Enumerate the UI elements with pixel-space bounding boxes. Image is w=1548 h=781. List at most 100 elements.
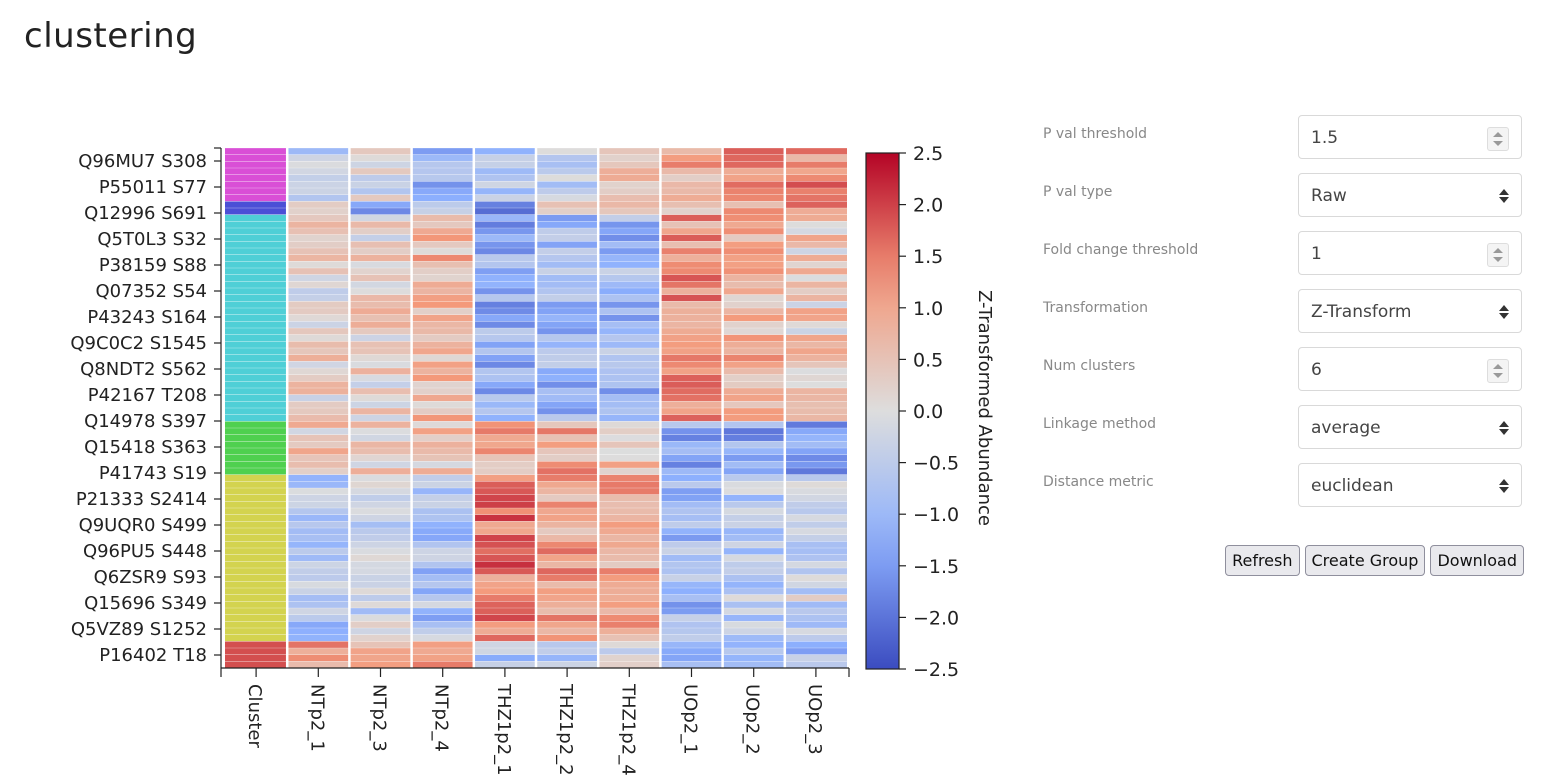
heatmap-cell	[722, 428, 785, 435]
heatmap-cell	[784, 321, 847, 328]
heatmap-cell	[722, 661, 785, 668]
heatmap-cell	[349, 501, 412, 508]
heatmap-cell	[287, 514, 350, 522]
distance-metric-select[interactable]: euclidean	[1298, 463, 1522, 507]
heatmap-cell	[473, 628, 536, 635]
heatmap-cell	[722, 161, 785, 168]
heatmap-cell	[536, 408, 599, 415]
heatmap-cell	[536, 654, 599, 662]
heatmap-cell	[536, 568, 599, 575]
heatmap-cell	[660, 301, 723, 308]
heatmap-cell	[349, 281, 412, 288]
heatmap-cell	[598, 228, 661, 235]
cluster-cell	[225, 468, 288, 475]
heatmap-cell	[287, 608, 350, 615]
heatmap-cell	[598, 388, 661, 395]
heatmap-cell	[349, 634, 412, 642]
heatmap-cell	[536, 614, 599, 622]
heatmap-cell	[784, 641, 847, 648]
heatmap-cell	[722, 334, 785, 342]
heatmap-cell	[349, 594, 412, 602]
num-clusters-input[interactable]: 6	[1298, 347, 1522, 391]
heatmap-cell	[287, 381, 350, 388]
heatmap-cell	[473, 454, 536, 462]
heatmap-cell	[784, 594, 847, 602]
cluster-cell	[225, 661, 288, 668]
heatmap-cell	[287, 308, 350, 315]
heatmap-cell	[722, 281, 785, 288]
heatmap-cell	[287, 621, 350, 628]
heatmap-cell	[473, 354, 536, 362]
distance-metric-value: euclidean	[1311, 476, 1394, 496]
heatmap-cell	[411, 168, 474, 175]
heatmap-cell	[349, 628, 412, 635]
heatmap-cell	[660, 514, 723, 522]
heatmap-cell	[722, 534, 785, 542]
heatmap-cell	[287, 554, 350, 562]
p-val-threshold-input[interactable]: 1.5	[1298, 115, 1522, 159]
heatmap-cell	[473, 481, 536, 488]
heatmap-cell	[784, 534, 847, 542]
heatmap-cell	[598, 241, 661, 248]
heatmap-cell	[598, 201, 661, 208]
heatmap-cell	[598, 188, 661, 195]
heatmap-cell	[411, 221, 474, 228]
heatmap-cell	[784, 241, 847, 248]
heatmap-cell	[473, 494, 536, 502]
heatmap-cell	[536, 621, 599, 628]
heatmap-cell	[536, 194, 599, 202]
heatmap-cell	[784, 601, 847, 608]
fold-change-threshold-stepper-icon[interactable]	[1487, 243, 1509, 267]
heatmap-cell	[784, 334, 847, 342]
heatmap-cell	[722, 654, 785, 662]
fold-change-threshold-input[interactable]: 1	[1298, 231, 1522, 275]
heatmap-cell	[349, 174, 412, 182]
heatmap-cell	[784, 294, 847, 302]
heatmap-cell	[349, 508, 412, 515]
heatmap-cell	[473, 401, 536, 408]
heatmap-cell	[349, 408, 412, 415]
heatmap-cell	[660, 221, 723, 228]
heatmap-cell	[536, 221, 599, 228]
heatmap-cell	[722, 228, 785, 235]
create-group-button[interactable]: Create Group	[1304, 545, 1426, 576]
download-button[interactable]: Download	[1430, 545, 1524, 576]
heatmap-cell	[660, 308, 723, 315]
heatmap-cell	[660, 661, 723, 668]
linkage-method-select[interactable]: average	[1298, 405, 1522, 449]
heatmap-cell	[287, 174, 350, 182]
heatmap-cell	[349, 561, 412, 568]
action-buttons: Refresh Create Group Download	[1225, 545, 1524, 576]
cluster-cell	[225, 214, 288, 222]
heatmap-cell	[411, 568, 474, 575]
cluster-cell	[225, 388, 288, 395]
heatmap-cell	[411, 294, 474, 302]
heatmap-cell	[349, 401, 412, 408]
cluster-cell	[225, 314, 288, 322]
cluster-cell	[225, 161, 288, 168]
p-val-type-select[interactable]: Raw	[1298, 173, 1522, 217]
y-tick-label: Q12996 S691	[84, 203, 207, 224]
heatmap-cell	[411, 388, 474, 395]
cluster-cell	[225, 574, 288, 582]
heatmap-cell	[784, 248, 847, 255]
heatmap-cell	[536, 574, 599, 582]
heatmap-cell	[473, 534, 536, 542]
heatmap-cell	[287, 394, 350, 402]
heatmap-cell	[349, 641, 412, 648]
heatmap-cell	[349, 368, 412, 375]
cluster-cell	[225, 234, 288, 242]
heatmap-cell	[411, 621, 474, 628]
heatmap-cell	[660, 608, 723, 615]
heatmap-cell	[722, 528, 785, 535]
heatmap-cell	[287, 254, 350, 262]
transformation-select[interactable]: Z-Transform	[1298, 289, 1522, 333]
heatmap-cell	[411, 154, 474, 162]
heatmap-cell	[411, 401, 474, 408]
refresh-button[interactable]: Refresh	[1225, 545, 1300, 576]
heatmap-cell	[349, 421, 412, 428]
num-clusters-stepper-icon[interactable]	[1487, 359, 1509, 383]
heatmap-cell	[287, 628, 350, 635]
heatmap-cell	[287, 181, 350, 188]
p-val-threshold-stepper-icon[interactable]	[1487, 127, 1509, 151]
